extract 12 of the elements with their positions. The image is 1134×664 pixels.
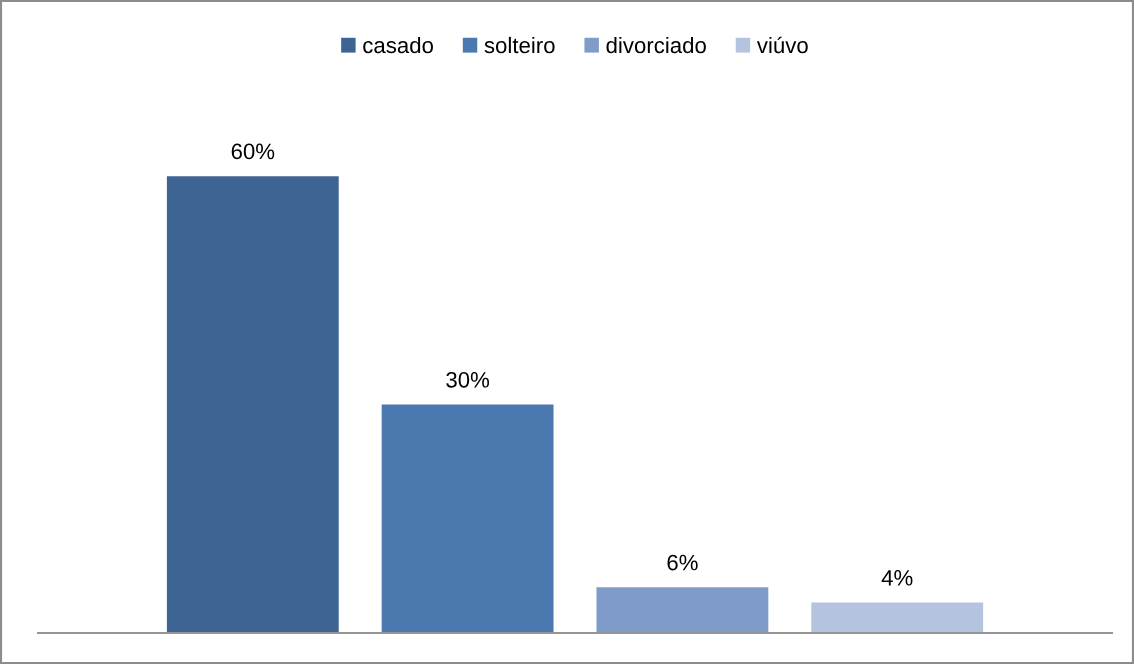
- bar: [166, 176, 339, 633]
- data-label: 30%: [446, 371, 490, 388]
- legend-label: casado: [363, 36, 433, 54]
- bar: [381, 404, 554, 633]
- data-label: 4%: [881, 570, 913, 586]
- legend-label: solteiro: [484, 36, 555, 54]
- bar: [811, 602, 984, 633]
- legend-label: viúvo: [756, 36, 808, 54]
- data-label: 60%: [231, 143, 275, 160]
- bar: [596, 587, 769, 633]
- data-label: 6%: [667, 554, 698, 571]
- legend-label: divorciado: [606, 36, 706, 54]
